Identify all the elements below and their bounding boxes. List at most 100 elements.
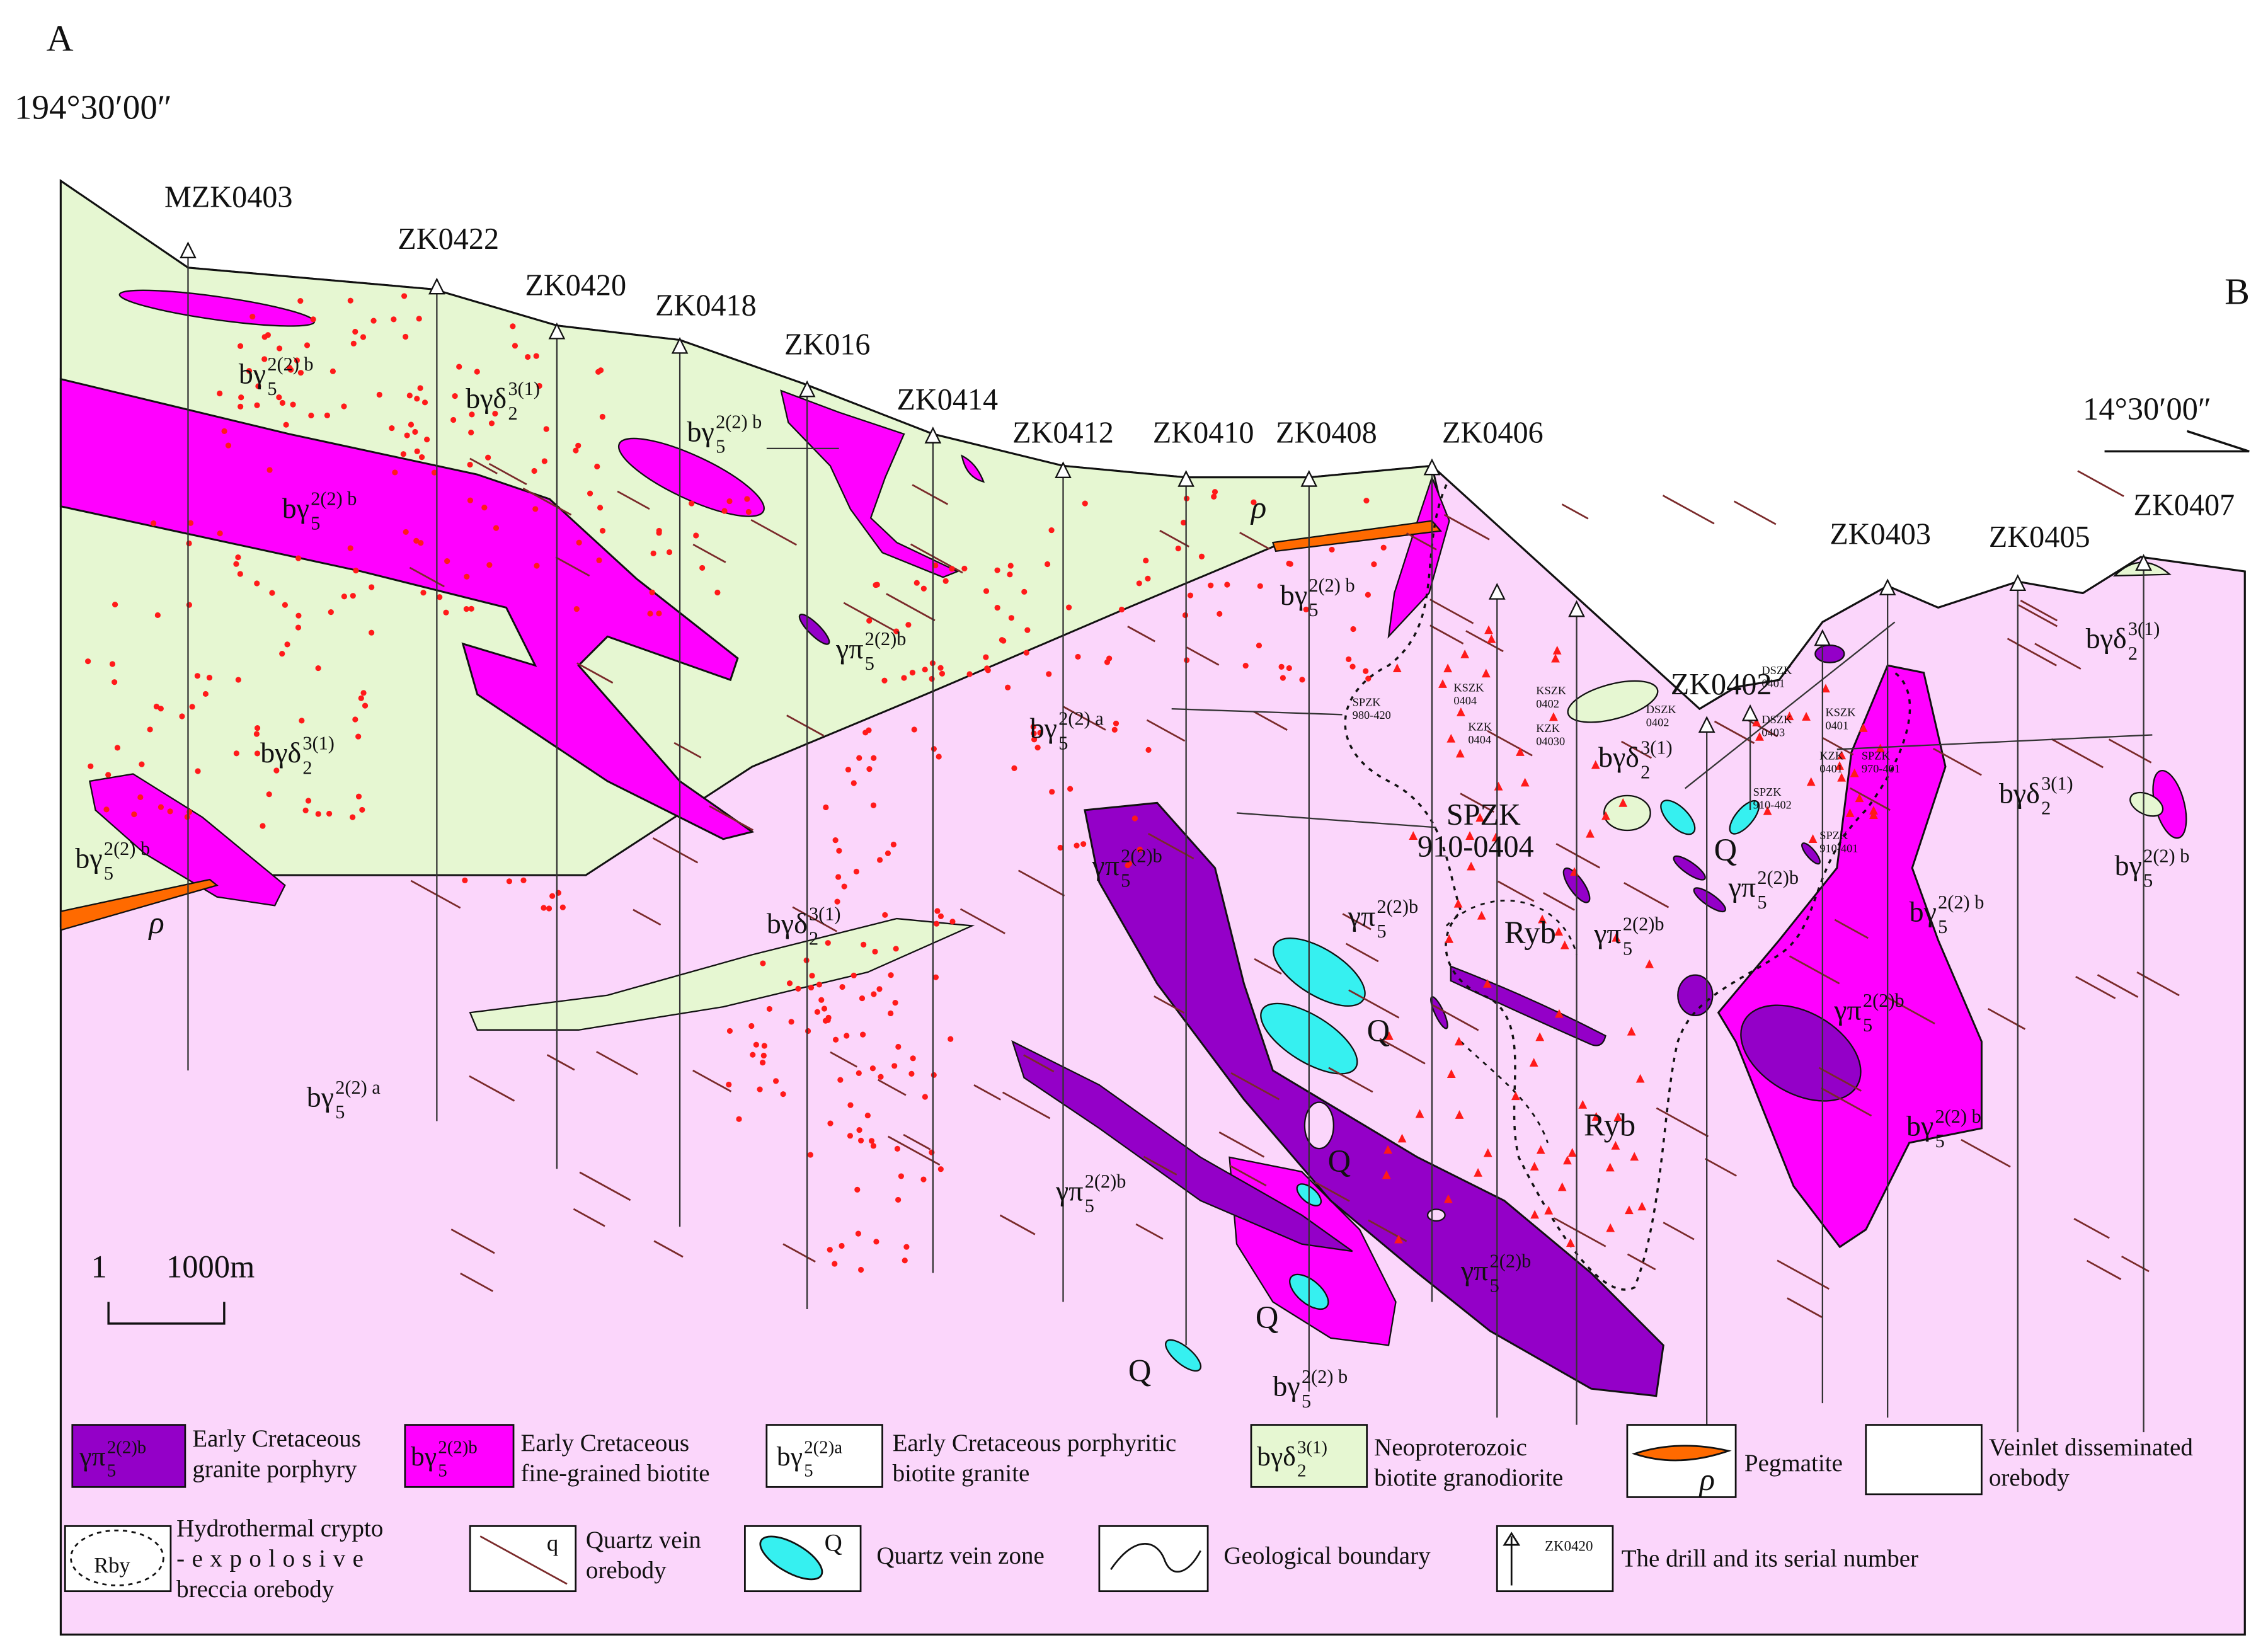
- breccia-triangle: [1409, 831, 1418, 840]
- veinlet-dot: [1082, 500, 1088, 507]
- breccia-triangle: [1611, 1140, 1620, 1150]
- breccia-triangle: [1482, 978, 1492, 988]
- veinlet-dot: [1363, 498, 1370, 504]
- breccia-triangle: [1806, 777, 1816, 786]
- quartz-vein: [522, 487, 572, 516]
- drill-label: ZK0407: [2134, 488, 2235, 522]
- breccia-triangle: [1549, 712, 1558, 721]
- veinlet-dot: [780, 1091, 786, 1097]
- veinlet-dot: [841, 883, 847, 890]
- veinlet-dot: [599, 527, 606, 534]
- veinlet-dot: [920, 1176, 927, 1183]
- drill-collar: [1300, 470, 1318, 487]
- unit-label: γπ: [1091, 849, 1119, 881]
- veinlet-dot: [914, 580, 920, 586]
- breccia-triangle: [1455, 748, 1465, 758]
- unit-label-sub: 2: [809, 927, 818, 949]
- veinlet-dot: [892, 1000, 898, 1006]
- unit-label: γπ: [1833, 994, 1861, 1026]
- inclined-hole: [1836, 734, 2153, 750]
- breccia-triangle: [1837, 772, 1847, 782]
- quartz-vein: [1228, 1164, 1267, 1187]
- veinlet-dot: [726, 1028, 733, 1034]
- veinlet-dot: [827, 1120, 833, 1126]
- veinlet-dot: [360, 334, 367, 340]
- veinlet-dot: [418, 454, 425, 461]
- veinlet-dot: [888, 972, 894, 978]
- veinlet-dot: [1198, 553, 1205, 559]
- breccia-triangle: [1443, 663, 1452, 673]
- drill-label: ZK0406: [1442, 416, 1544, 450]
- unit-label: bγ: [2115, 849, 2142, 881]
- veinlet-dot: [543, 426, 549, 432]
- quartz-vein: [1555, 843, 1601, 869]
- veinlet-dot: [1008, 615, 1014, 621]
- breccia-triangle: [1397, 1133, 1407, 1143]
- unit-label: γπ: [835, 633, 863, 665]
- veinlet-dot: [714, 589, 721, 596]
- veinlet-dot: [235, 554, 241, 561]
- veinlet-dot: [656, 527, 662, 534]
- legend-text: Early Cretaceous: [192, 1425, 361, 1452]
- veinlet-dot: [559, 904, 566, 910]
- veinlet-dot: [187, 520, 194, 526]
- unit-label-sup: 2(2) b: [104, 838, 150, 859]
- veinlet-dot: [389, 425, 395, 432]
- veinlet-dot: [1365, 675, 1372, 682]
- veinlet-dot: [786, 980, 793, 987]
- breccia-triangle: [1613, 1112, 1623, 1121]
- veinlet-dot: [1131, 815, 1138, 822]
- minor-drill-label: 0402: [1646, 716, 1670, 729]
- minor-drill-label: 980-420: [1353, 709, 1391, 721]
- quartz-vein: [1017, 869, 1065, 897]
- veinlet-dot: [468, 429, 474, 436]
- veinlet-dot: [888, 1010, 894, 1017]
- veinlet-dot: [1044, 561, 1051, 568]
- unit-label: Ryb: [1584, 1107, 1635, 1142]
- minor-drill-label: DSZK: [1646, 703, 1677, 716]
- veinlet-dot: [726, 1081, 732, 1088]
- veinlet-dot: [1187, 592, 1194, 599]
- veinlet-dot: [421, 399, 428, 406]
- legend-symbol: ZK0420: [1545, 1538, 1593, 1554]
- veinlet-dot: [1182, 612, 1189, 619]
- veinlet-dot: [757, 1086, 763, 1092]
- quartz-vein: [1328, 1067, 1373, 1093]
- legend-swatch: [1626, 1424, 1737, 1498]
- veinlet-dot: [873, 1239, 879, 1245]
- veinlet-dot: [358, 695, 364, 701]
- legend-symbol: bγδ: [1257, 1441, 1296, 1472]
- veinlet-dot: [1371, 561, 1377, 568]
- veinlet-dot: [237, 571, 243, 577]
- minor-drill-label: 0404: [1453, 694, 1477, 707]
- veinlet-dot: [417, 385, 423, 391]
- veinlet-dot: [284, 641, 290, 648]
- quartz-vein: [1987, 1007, 2026, 1030]
- legend-symbol-sup: 3(1): [1297, 1437, 1327, 1457]
- veinlet-dot: [983, 654, 989, 660]
- breccia-triangle: [1869, 806, 1878, 815]
- unit-label-sub: 2: [2041, 798, 2051, 819]
- unit-label-sup: 2(2) a: [335, 1077, 381, 1098]
- veinlet-dot: [414, 448, 420, 454]
- quartz-vein: [1662, 495, 1715, 525]
- veinlet-dot: [326, 810, 333, 817]
- veinlet-dot: [1242, 663, 1249, 669]
- breccia-triangle: [1850, 768, 1859, 777]
- drill-label: ZK0408: [1276, 416, 1377, 450]
- quartz-vein: [546, 1054, 575, 1071]
- unit-label-sup: 2(2) b: [1309, 575, 1354, 596]
- veinlet-dot: [279, 651, 285, 657]
- breccia-triangle: [1483, 1148, 1492, 1157]
- veinlet-dot: [276, 394, 282, 401]
- breccia-triangle: [1557, 1182, 1567, 1191]
- breccia-triangle: [1808, 834, 1818, 843]
- quartz-vein: [1345, 942, 1379, 963]
- quartz-vein: [488, 462, 527, 486]
- scale-label: 1: [91, 1249, 107, 1284]
- legend-text: Veinlet disseminated: [1989, 1434, 2193, 1461]
- veinlet-dot: [597, 505, 604, 511]
- veinlet-dot: [297, 370, 304, 376]
- breccia-triangle: [1802, 712, 1811, 721]
- quartz-vein: [1062, 706, 1106, 731]
